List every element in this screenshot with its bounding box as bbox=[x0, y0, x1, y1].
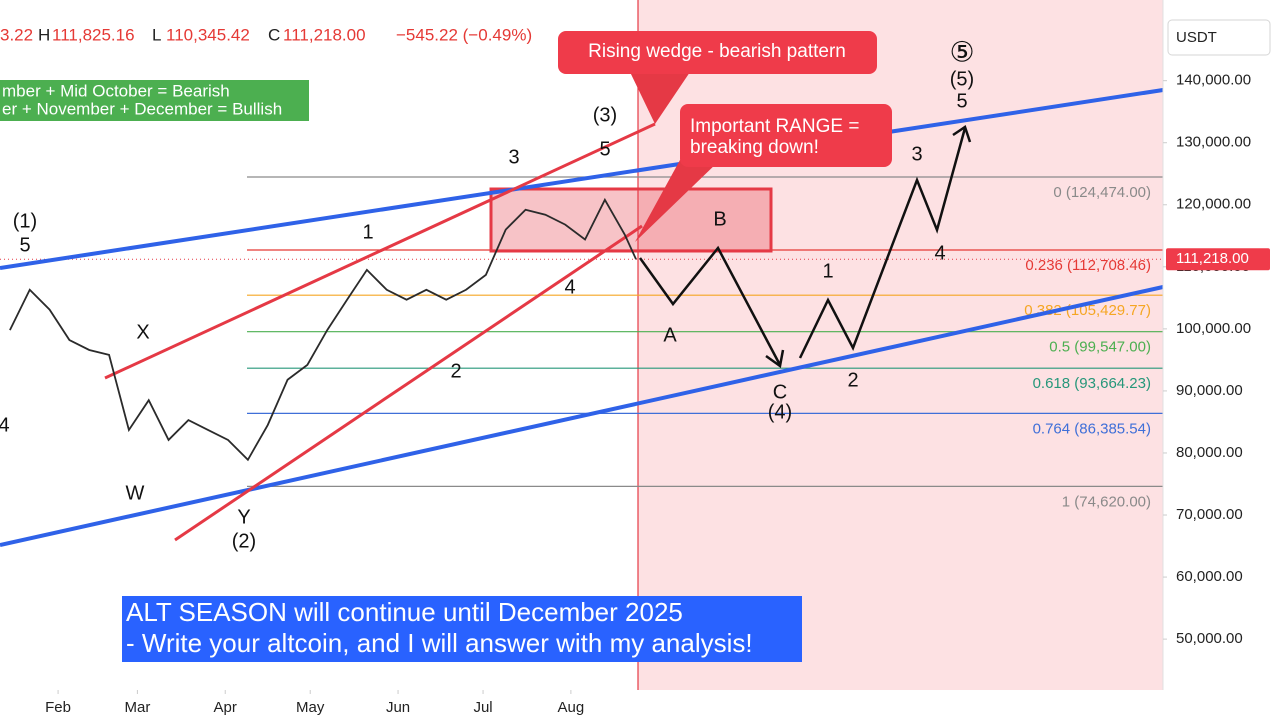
fib-label: 0 (124,474.00) bbox=[1053, 184, 1151, 201]
callout-box bbox=[680, 104, 892, 167]
callout-pointer bbox=[635, 160, 720, 242]
note-box bbox=[0, 80, 309, 121]
price-line bbox=[9, 197, 637, 462]
note-text: mber + Mid October = Bearish bbox=[2, 81, 230, 100]
wave-label: 5 bbox=[956, 90, 967, 112]
callout-box bbox=[558, 31, 877, 74]
wave-label: 4 bbox=[564, 276, 575, 298]
wave-label: A bbox=[663, 324, 677, 346]
wave-label: 2 bbox=[450, 360, 461, 382]
ohlc-text: H bbox=[38, 25, 50, 44]
wave-label: (4) bbox=[768, 401, 792, 423]
range-box bbox=[489, 187, 773, 253]
x-tick-label: Apr bbox=[214, 699, 237, 716]
wave-label: 2 bbox=[847, 369, 858, 391]
x-tick-label: May bbox=[296, 699, 325, 716]
wave-label: 1 bbox=[822, 260, 833, 282]
arrow-head bbox=[765, 349, 785, 369]
callout-pointer bbox=[630, 72, 690, 124]
ohlc-text: L bbox=[152, 25, 161, 44]
callout-text: Important RANGE = bbox=[690, 116, 859, 137]
wave-label: 4 bbox=[0, 414, 10, 436]
y-tick-label: 140,000.00 bbox=[1176, 72, 1251, 89]
wave-label: (2) bbox=[232, 530, 256, 552]
y-tick-label: 70,000.00 bbox=[1176, 506, 1243, 523]
axis-group: 50,000.00 60,000.00 70,000.00 80,000.00 90,0… bbox=[45, 72, 1270, 716]
x-tick-label: Jun bbox=[386, 699, 410, 716]
wave-label: X bbox=[136, 321, 149, 343]
x-tick-label: Mar bbox=[124, 699, 150, 716]
ohlc-text: C bbox=[268, 25, 280, 44]
wave-label: (5) bbox=[950, 68, 974, 90]
arrow-head bbox=[952, 125, 972, 143]
fib-label: 1 (74,620.00) bbox=[1062, 493, 1151, 510]
projection-path bbox=[638, 245, 782, 366]
projection-path bbox=[798, 127, 967, 359]
ohlc-text: 111,825.16 bbox=[52, 25, 135, 44]
wave-label: Y bbox=[237, 506, 250, 528]
currency-box bbox=[1167, 19, 1271, 56]
last-price-label: 111,218.00 bbox=[1176, 250, 1249, 267]
fib-label: 0.236 (112,708.46) bbox=[1025, 257, 1151, 274]
y-tick-label: 100,000.00 bbox=[1176, 320, 1251, 337]
note-text: ALT SEASON will continue until December … bbox=[126, 597, 683, 627]
x-tick-label: Jul bbox=[473, 699, 492, 716]
wave-label: ⑤ bbox=[949, 36, 974, 67]
trend-line bbox=[0, 88, 1164, 270]
y-tick-label: 50,000.00 bbox=[1176, 630, 1243, 647]
y-tick-label: 60,000.00 bbox=[1176, 568, 1243, 585]
wave-label: 3 bbox=[911, 143, 922, 165]
fib-label: 0.382 (105,429.77) bbox=[1024, 302, 1151, 319]
wedge-line bbox=[174, 224, 643, 542]
wave-label: 3 bbox=[508, 146, 519, 168]
y-tick-label: 80,000.00 bbox=[1176, 444, 1243, 461]
wave-label: (1) bbox=[13, 210, 37, 232]
x-tick-label: Aug bbox=[558, 699, 585, 716]
y-tick-label: 120,000.00 bbox=[1176, 196, 1251, 213]
wave-label: 4 bbox=[934, 242, 945, 264]
fib-label: 0.618 (93,664.23) bbox=[1033, 375, 1151, 392]
ohlc-text: −545.22 (−0.49%) bbox=[396, 25, 532, 44]
note-box bbox=[122, 596, 802, 662]
ohlc-text: 110,345.42 bbox=[166, 25, 250, 44]
y-tick-label: 130,000.00 bbox=[1176, 134, 1251, 151]
x-tick-label: Feb bbox=[45, 699, 71, 716]
note-text: - Write your altcoin, and I will answer … bbox=[126, 628, 753, 658]
fib-label: 0.5 (99,547.00) bbox=[1049, 339, 1151, 356]
wave-label: W bbox=[126, 482, 145, 504]
wave-label: B bbox=[713, 208, 726, 230]
ohlc-text: 111,218.00 bbox=[283, 25, 366, 44]
callout-text: Rising wedge - bearish pattern bbox=[588, 41, 846, 62]
note-text: er + November + December = Bullish bbox=[2, 99, 282, 118]
last-price-tag bbox=[1166, 248, 1270, 271]
wave-label: 1 bbox=[362, 221, 373, 243]
fib-label: 0.764 (86,385.54) bbox=[1033, 420, 1151, 437]
wedge-line bbox=[104, 122, 656, 380]
callout-text: breaking down! bbox=[690, 137, 819, 158]
price-axis bbox=[1163, 0, 1280, 720]
series-group bbox=[9, 197, 637, 462]
currency: USDT bbox=[1176, 29, 1217, 46]
trend-line bbox=[0, 285, 1164, 547]
wave-label: C bbox=[773, 381, 787, 403]
wave-label: (3) bbox=[593, 104, 617, 126]
wave-label: 5 bbox=[19, 234, 30, 256]
y-tick-label: 90,000.00 bbox=[1176, 382, 1243, 399]
ohlc-text: 3.22 bbox=[0, 25, 33, 44]
wave-label: 5 bbox=[599, 138, 610, 160]
header: 3.22 H 111,825.16 L 110,345.42 C 111,218.00 −54… bbox=[0, 25, 532, 44]
